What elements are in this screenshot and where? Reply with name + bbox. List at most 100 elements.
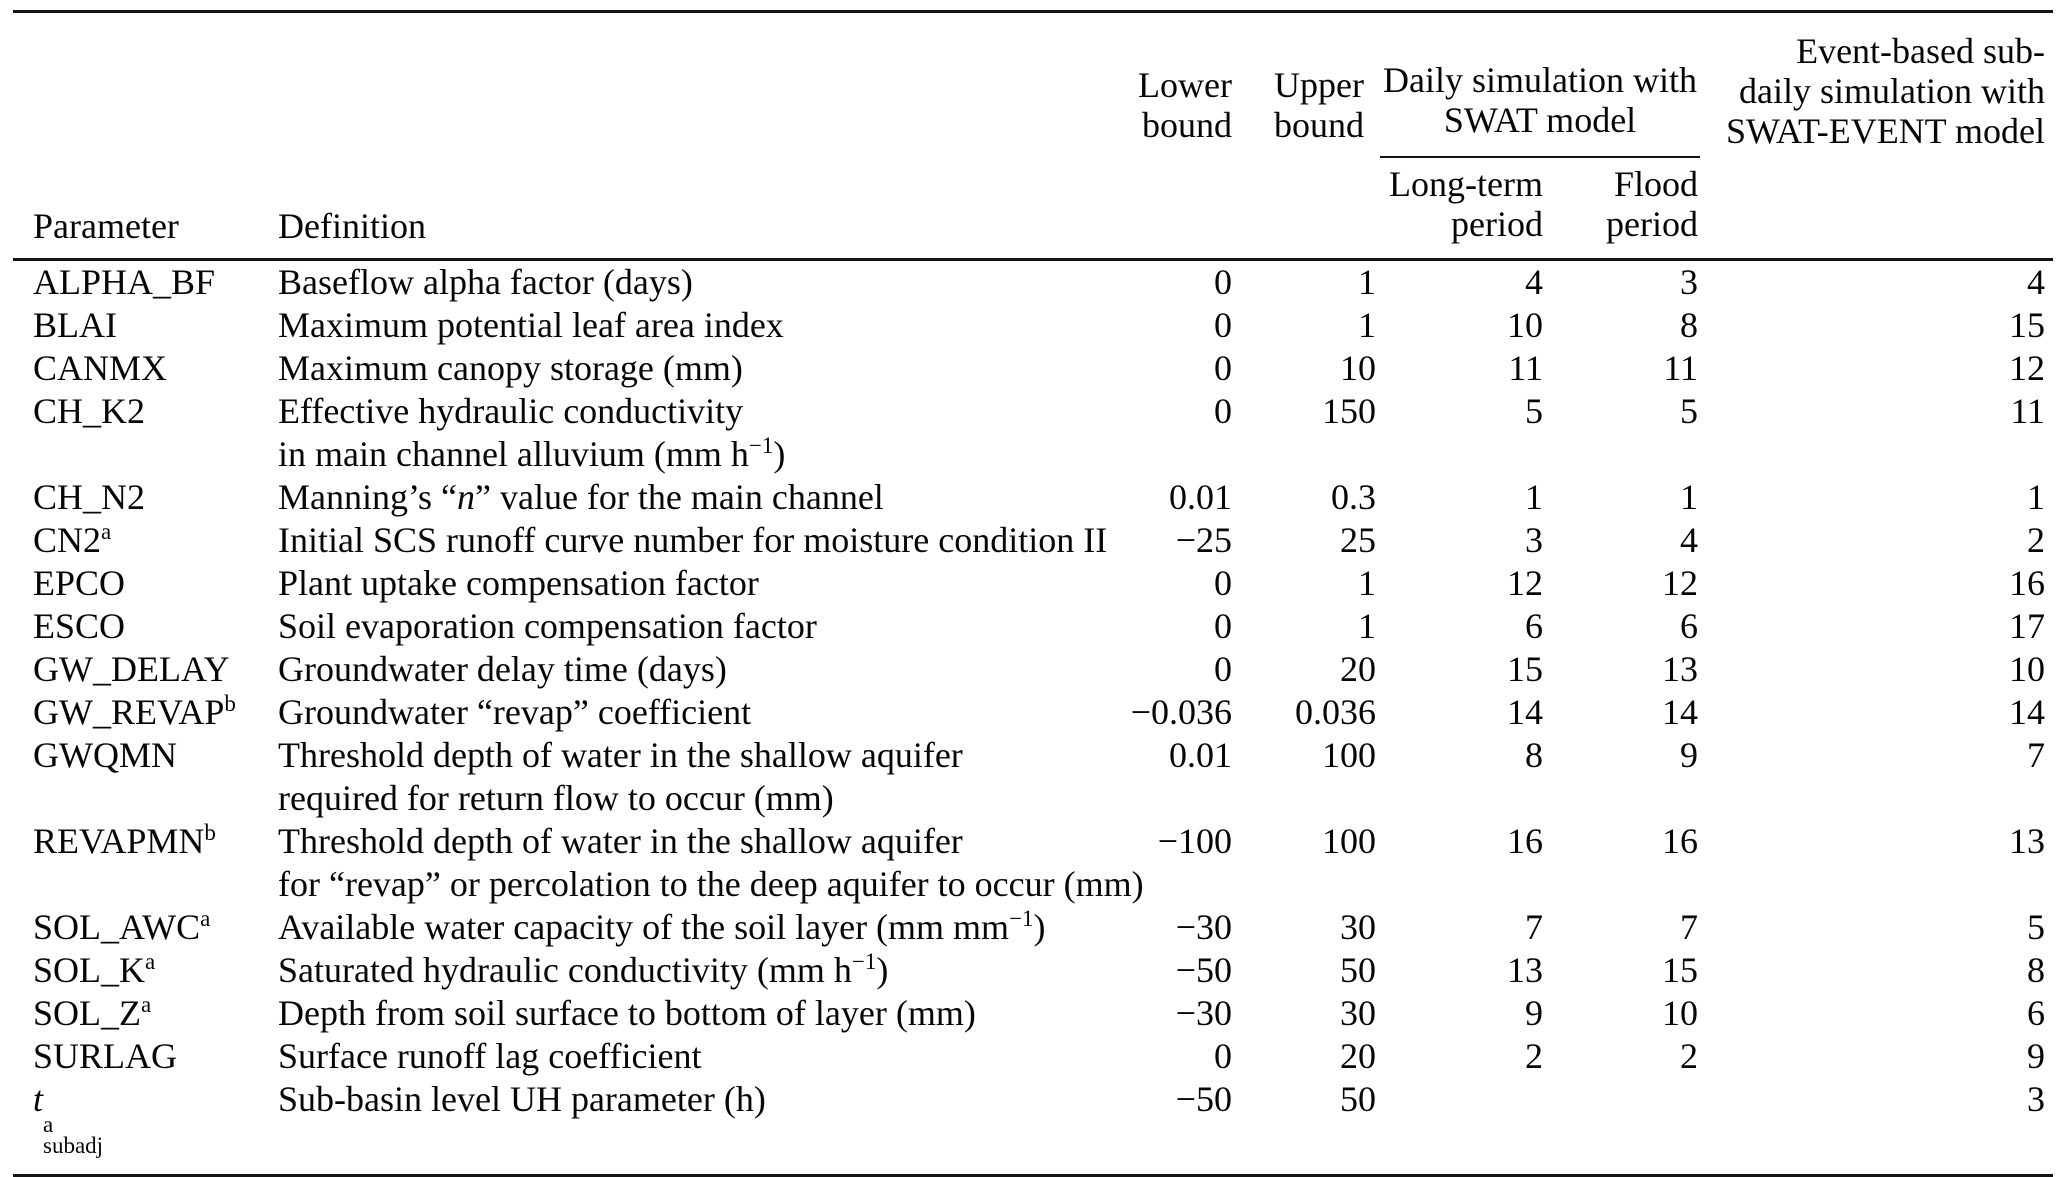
event-simulation-cell: 13: [2009, 821, 2046, 861]
param-cell: BLAI: [33, 305, 117, 345]
definition-cell: Threshold depth of water in the shallow …: [278, 735, 963, 818]
param-cell: GW_DELAY: [33, 649, 230, 689]
long-term-period-cell: 1: [1525, 477, 1543, 517]
long-term-period-cell: 10: [1507, 305, 1543, 345]
definition-cell: Available water capacity of the soil lay…: [278, 906, 1046, 947]
superscript: a: [145, 949, 156, 974]
upper-bound-cell: 100: [1322, 735, 1376, 775]
upper-bound-cell: 1: [1358, 305, 1376, 345]
table-row: CANMX Maximum canopy storage (mm) 0 10 11 11 1…: [13, 347, 2053, 390]
param-cell: SOL_Ka: [33, 949, 156, 990]
long-term-period-cell: 2: [1525, 1036, 1543, 1076]
table-row: SOL_Za Depth from soil surface to bottom …: [13, 992, 2053, 1035]
table-row: CH_N2 Manning’s “n” value for the main ch…: [13, 476, 2053, 519]
param-cell: GWQMN: [33, 735, 177, 775]
lower-bound-cell: 0: [1214, 1036, 1232, 1076]
param-cell: ESCO: [33, 606, 126, 646]
col-header-daily-simulation-group: Daily simulation with SWAT model: [1380, 11, 1701, 158]
param-cell: SURLAG: [33, 1036, 178, 1076]
definition-cell: Groundwater delay time (days): [278, 649, 727, 689]
definition-cell: Effective hydraulic conductivity in main …: [278, 391, 786, 474]
event-simulation-cell: 7: [2027, 735, 2046, 775]
upper-bound-cell: 1: [1358, 606, 1376, 646]
event-simulation-cell: 12: [2009, 348, 2046, 388]
event-simulation-cell: 6: [2027, 993, 2046, 1033]
flood-period-cell: 1: [1680, 477, 1699, 517]
flood-period-cell: 11: [1663, 348, 1699, 388]
event-simulation-cell: 15: [2009, 305, 2046, 345]
superscript: a: [200, 906, 211, 931]
table-row: SOL_Ka Saturated hydraulic conductivity (…: [13, 949, 2053, 992]
param-cell: EPCO: [33, 563, 126, 603]
flood-period-cell: [1547, 1078, 1700, 1176]
long-term-period-cell: 14: [1507, 692, 1543, 732]
flood-period-cell: 10: [1662, 993, 1699, 1033]
definition-cell: Sub-basin level UH parameter (h): [278, 1079, 766, 1119]
long-term-period-cell: 6: [1525, 606, 1543, 646]
table-header: Parameter Definition Lower bound Upper b…: [13, 11, 2053, 260]
lower-bound-cell: 0.01: [1169, 735, 1232, 775]
lower-bound-cell: −30: [1175, 993, 1232, 1033]
long-term-period-cell: 8: [1525, 735, 1543, 775]
table-row: ALPHA_BF Baseflow alpha factor (days) 0 1 4 3…: [13, 260, 2053, 305]
param-cell: t a subadj: [33, 1079, 104, 1158]
table-row: SOL_AWCa Available water capacity of the …: [13, 906, 2053, 949]
table-row: GW_REVAPb Groundwater “revap” coefficient…: [13, 691, 2053, 734]
header-row-top: Parameter Definition Lower bound Upper b…: [13, 11, 2053, 246]
upper-bound-cell: 150: [1322, 391, 1376, 431]
upper-bound-cell: 20: [1340, 649, 1376, 689]
table-row: SURLAG Surface runoff lag coefficient 0 20 2…: [13, 1035, 2053, 1078]
definition-cell: Baseflow alpha factor (days): [278, 262, 693, 302]
stacked-sup-sub: a subadj: [43, 1112, 104, 1158]
param-cell: CANMX: [33, 348, 168, 388]
event-simulation-cell: 14: [2009, 692, 2046, 732]
col-header-upper-bound: Upper bound: [1274, 65, 1364, 145]
lower-bound-cell: 0: [1214, 305, 1232, 345]
flood-period-cell: 12: [1662, 563, 1699, 603]
definition-cell: Depth from soil surface to bottom of lay…: [278, 993, 976, 1033]
event-simulation-cell: 2: [2027, 520, 2046, 560]
event-simulation-cell: 9: [2027, 1036, 2046, 1076]
lower-bound-cell: 0: [1214, 348, 1232, 388]
superscript: a: [101, 519, 112, 544]
long-term-period-cell: 11: [1508, 348, 1543, 388]
upper-bound-cell: 30: [1340, 993, 1376, 1033]
table-row: GW_DELAY Groundwater delay time (days) 0 20…: [13, 648, 2053, 691]
long-term-period-cell: 4: [1525, 262, 1543, 302]
long-term-period-cell: 13: [1507, 950, 1543, 990]
definition-cell: Soil evaporation compensation factor: [278, 606, 817, 646]
flood-period-cell: 7: [1680, 907, 1699, 947]
flood-period-cell: 6: [1680, 606, 1699, 646]
long-term-period-cell: 9: [1525, 993, 1543, 1033]
definition-cell: Saturated hydraulic conductivity (mm h−1…: [278, 949, 889, 990]
lower-bound-cell: −50: [1175, 1079, 1232, 1119]
flood-period-cell: 15: [1662, 950, 1699, 990]
upper-bound-cell: 30: [1340, 907, 1376, 947]
flood-period-cell: 8: [1680, 305, 1699, 345]
table-row: REVAPMNb Threshold depth of water in the …: [13, 820, 2053, 906]
superscript: −1: [1009, 906, 1034, 931]
upper-bound-cell: 0.036: [1295, 692, 1376, 732]
upper-bound-cell: 25: [1340, 520, 1376, 560]
superscript: −1: [748, 433, 774, 458]
upper-bound-cell: 50: [1340, 950, 1376, 990]
param-cell: CH_N2: [33, 477, 146, 517]
long-term-period-cell: 15: [1507, 649, 1543, 689]
upper-bound-cell: 100: [1322, 821, 1376, 861]
definition-cell: Surface runoff lag coefficient: [278, 1036, 702, 1076]
col-header-event-simulation-group: Event-based sub- daily simulation with S…: [1726, 31, 2046, 151]
lower-bound-cell: 0: [1214, 649, 1232, 689]
table-row: CH_K2 Effective hydraulic conductivity in …: [13, 390, 2053, 476]
definition-cell: Threshold depth of water in the shallow …: [278, 821, 1144, 904]
lower-bound-cell: −50: [1175, 950, 1232, 990]
upper-bound-cell: 0.3: [1331, 477, 1376, 517]
event-simulation-cell: 4: [2027, 262, 2046, 302]
lower-bound-cell: 0: [1214, 391, 1232, 431]
event-simulation-cell: 16: [2009, 563, 2046, 603]
flood-period-cell: 16: [1662, 821, 1699, 861]
upper-bound-cell: 10: [1340, 348, 1376, 388]
col-header-flood-period: Flood period: [1606, 164, 1699, 244]
flood-period-cell: 3: [1680, 262, 1699, 302]
long-term-period-cell: 7: [1525, 907, 1543, 947]
long-term-period-cell: 3: [1525, 520, 1543, 560]
